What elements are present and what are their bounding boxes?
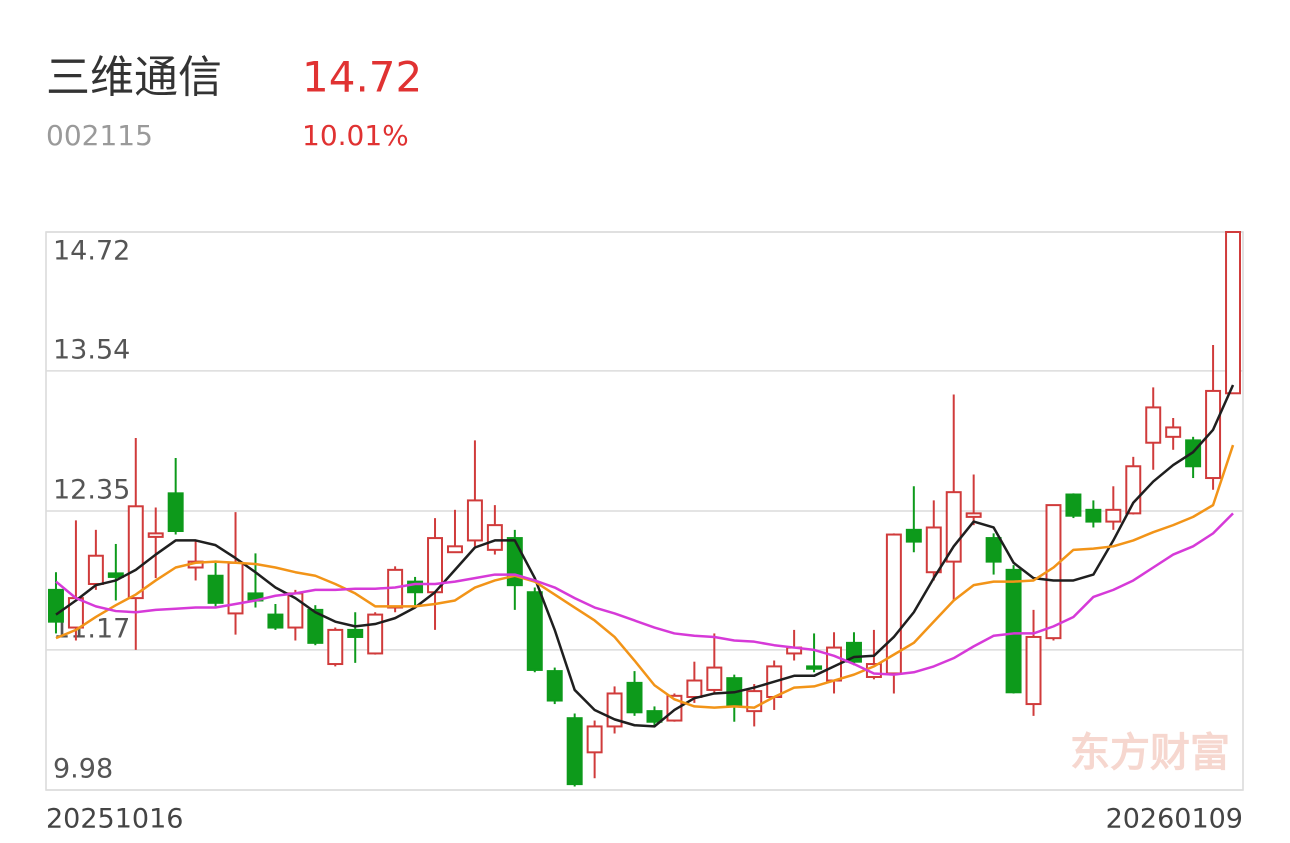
candle-body <box>267 613 284 629</box>
candle-body <box>1105 508 1122 523</box>
candle-body <box>446 545 463 554</box>
y-tick-label: 13.54 <box>53 334 130 365</box>
candle-body <box>167 492 184 533</box>
y-tick-label: 14.72 <box>53 236 130 267</box>
candle-body <box>1165 426 1182 438</box>
candle-body <box>686 679 703 698</box>
watermark: 东方财富 <box>1070 730 1230 776</box>
candle-body <box>566 717 583 786</box>
candle-body <box>806 665 823 670</box>
x-tick-label: 20260109 <box>1106 804 1243 835</box>
stock-code: 002115 <box>46 119 153 152</box>
plot-area: 14.72 13.54 12.35 11.17 9.98 20251016 20260109 <box>46 231 1243 835</box>
stock-name: 三维通信 <box>46 52 222 103</box>
candle-body <box>925 526 942 574</box>
x-tick-label: 20251016 <box>46 804 183 835</box>
candle-body <box>486 524 503 551</box>
candle-body <box>1205 389 1222 480</box>
candle-body <box>1025 635 1042 706</box>
candle-body <box>1225 231 1242 395</box>
candle-body <box>107 572 124 578</box>
candle-body <box>307 608 324 644</box>
candle-body <box>1005 568 1022 694</box>
moving-average-line <box>55 444 1235 709</box>
candle-body <box>546 670 563 702</box>
candle-body <box>945 491 962 563</box>
candle-body <box>327 628 344 666</box>
price-change: 10.01% <box>302 119 409 152</box>
candle-body <box>985 537 1002 563</box>
candle-body <box>47 588 64 623</box>
candle-body <box>347 628 364 638</box>
y-tick-label: 12.35 <box>53 475 130 506</box>
y-tick-label: 11.17 <box>53 613 130 644</box>
candle-body <box>1065 493 1082 517</box>
candle-body <box>147 532 164 538</box>
candle-body <box>965 512 982 518</box>
candle-body <box>586 725 603 754</box>
candle-body <box>646 710 663 723</box>
candle-body <box>626 681 643 714</box>
candle-body <box>367 613 384 655</box>
candle-body <box>706 666 723 691</box>
stock-price: 14.72 <box>302 53 422 102</box>
candle-body <box>1085 508 1102 523</box>
moving-average-line <box>55 512 1234 676</box>
candle-body <box>1145 406 1162 444</box>
candle-body <box>1125 465 1142 515</box>
candle-body <box>905 528 922 543</box>
candle-body <box>207 574 224 604</box>
candle-body <box>466 499 483 542</box>
candle-body <box>87 554 104 585</box>
candle-body <box>526 591 543 671</box>
candle-body <box>127 505 144 600</box>
candle-body <box>407 580 424 594</box>
y-tick-label: 9.98 <box>53 754 113 785</box>
